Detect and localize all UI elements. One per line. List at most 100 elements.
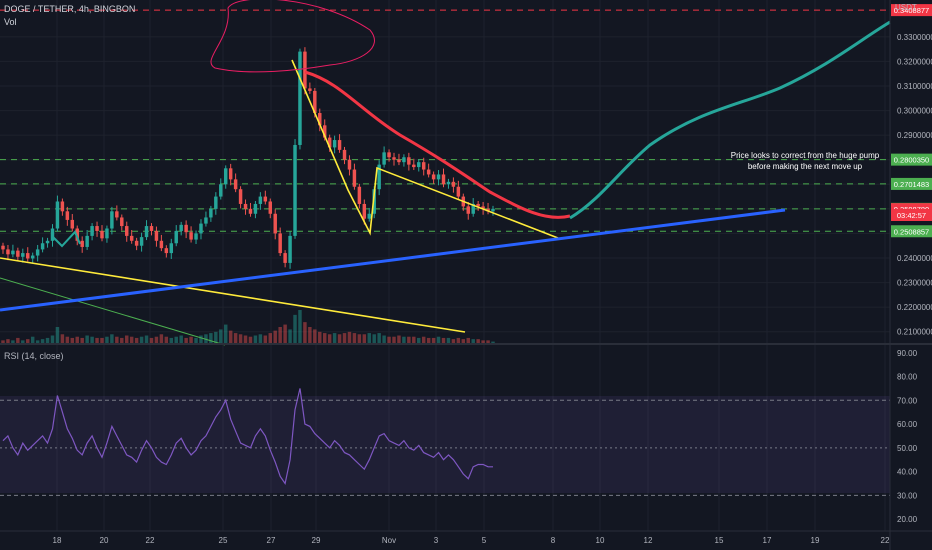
blue-support-line[interactable]	[0, 208, 786, 312]
candle-body	[90, 226, 94, 236]
volume-bar	[149, 337, 154, 344]
yellow-trendline-lower[interactable]	[0, 257, 466, 333]
annotation-line-1: Price looks to correct from the huge pum…	[730, 151, 880, 160]
volume-bar	[139, 336, 144, 344]
candle-body	[313, 90, 317, 114]
candle-body	[110, 211, 114, 229]
volume-bar	[35, 340, 40, 344]
volume-bar	[397, 335, 401, 344]
rsi-title[interactable]: RSI (14, close)	[4, 351, 64, 361]
volume-bar	[90, 336, 94, 344]
volume-bar	[322, 333, 327, 344]
price-tick-label: 0.2200000	[897, 303, 932, 312]
candle-body	[362, 203, 367, 219]
price-tag-label: 0.2508857	[894, 227, 929, 236]
volume-bar	[179, 335, 183, 344]
candle-body	[268, 201, 273, 214]
candle-body	[65, 211, 70, 220]
price-tick-label: 0.2300000	[897, 279, 932, 288]
candle-body	[308, 88, 312, 91]
candle-body	[223, 168, 228, 185]
volume-bar	[446, 337, 451, 344]
volume-bar	[219, 329, 223, 344]
candlesticks	[1, 47, 495, 269]
rsi-tick-label: 60.00	[897, 420, 918, 429]
annotation-note[interactable]: Price looks to correct from the huge pum…	[705, 150, 905, 172]
time-tick-label: 22	[881, 536, 890, 545]
volume-bar	[1, 340, 5, 344]
volume-bar	[40, 339, 45, 344]
price-tag-label: 0.3408877	[894, 6, 929, 15]
volume-bar	[263, 335, 268, 344]
volume-bar	[258, 334, 263, 344]
candle-body	[199, 223, 203, 234]
volume-bar	[199, 335, 203, 344]
volume-bar	[238, 334, 243, 344]
candle-body	[303, 51, 307, 89]
candle-body	[337, 140, 342, 150]
candle-body	[243, 203, 248, 209]
candle-body	[471, 203, 475, 214]
yellow-wedge-lines[interactable]	[291, 59, 559, 239]
currency-label[interactable]: USDT	[895, 3, 917, 12]
candle-body	[189, 232, 193, 240]
candle-body	[219, 184, 223, 197]
candle-body	[397, 159, 401, 163]
volume-bar	[431, 337, 436, 344]
candle-body	[466, 206, 470, 214]
volume-bar	[209, 333, 213, 344]
rsi-tick-label: 70.00	[897, 396, 918, 405]
candle-body	[194, 233, 198, 240]
volume-bar	[337, 334, 342, 344]
volume-bar	[189, 336, 193, 344]
volume-bar	[471, 339, 475, 344]
candle-body	[253, 203, 258, 214]
horizontal-levels[interactable]	[0, 9, 890, 232]
volume-bar	[461, 339, 466, 344]
candle-body	[184, 224, 188, 233]
volume-bar	[402, 336, 406, 344]
volume-bar	[387, 336, 391, 344]
price-tick-label: 0.2900000	[897, 131, 932, 140]
candle-body	[174, 230, 178, 244]
price-tag-label: 03:42:57	[897, 211, 926, 220]
time-tick-label: 25	[219, 536, 228, 545]
volume-bar	[268, 333, 273, 344]
volume-bar	[110, 334, 114, 344]
candle-body	[377, 164, 381, 190]
thin-green-trendline[interactable]	[0, 277, 226, 346]
candle-body	[293, 144, 297, 236]
volume-bar	[421, 336, 426, 344]
volume-bar	[65, 336, 70, 344]
purple-circle-drawing[interactable]	[210, 0, 375, 73]
teal-highlight-line[interactable]	[51, 230, 81, 248]
volume-bar	[120, 337, 124, 344]
symbol-title[interactable]: DOGE / TETHER, 4h, BINGBON	[4, 4, 136, 14]
candle-body	[125, 226, 129, 236]
volume-bar	[303, 322, 307, 344]
time-axis-labels[interactable]: 18 20 22 25 27 29 Nov 3 5 8 10 12 15 17 19 22	[53, 536, 890, 545]
price-tick-label: 0.3300000	[897, 33, 932, 42]
candle-body	[1, 245, 5, 250]
rsi-tick-label: 40.00	[897, 468, 918, 477]
price-tick-label: 0.3100000	[897, 82, 932, 91]
price-tag-box	[891, 225, 932, 238]
volume-bar	[223, 324, 228, 344]
time-tick-label: 17	[763, 536, 772, 545]
volume-bar	[313, 329, 317, 344]
time-tick-label: 12	[644, 536, 653, 545]
red-moving-average[interactable]	[304, 70, 571, 219]
volume-bar	[70, 337, 75, 344]
candle-body	[446, 181, 451, 185]
green-projection-line[interactable]	[569, 20, 891, 220]
volume-label[interactable]: Vol	[4, 17, 17, 27]
volume-bar	[214, 331, 218, 344]
rsi-axis-labels[interactable]: 90.00 80.00 70.00 60.00 50.00 40.00 30.00 20.00	[897, 349, 918, 524]
candle-body	[164, 248, 169, 254]
volume-bar	[486, 340, 490, 344]
volume-bar	[125, 335, 129, 344]
candle-body	[436, 174, 441, 180]
price-tag-label: 0.2701483	[894, 180, 929, 189]
